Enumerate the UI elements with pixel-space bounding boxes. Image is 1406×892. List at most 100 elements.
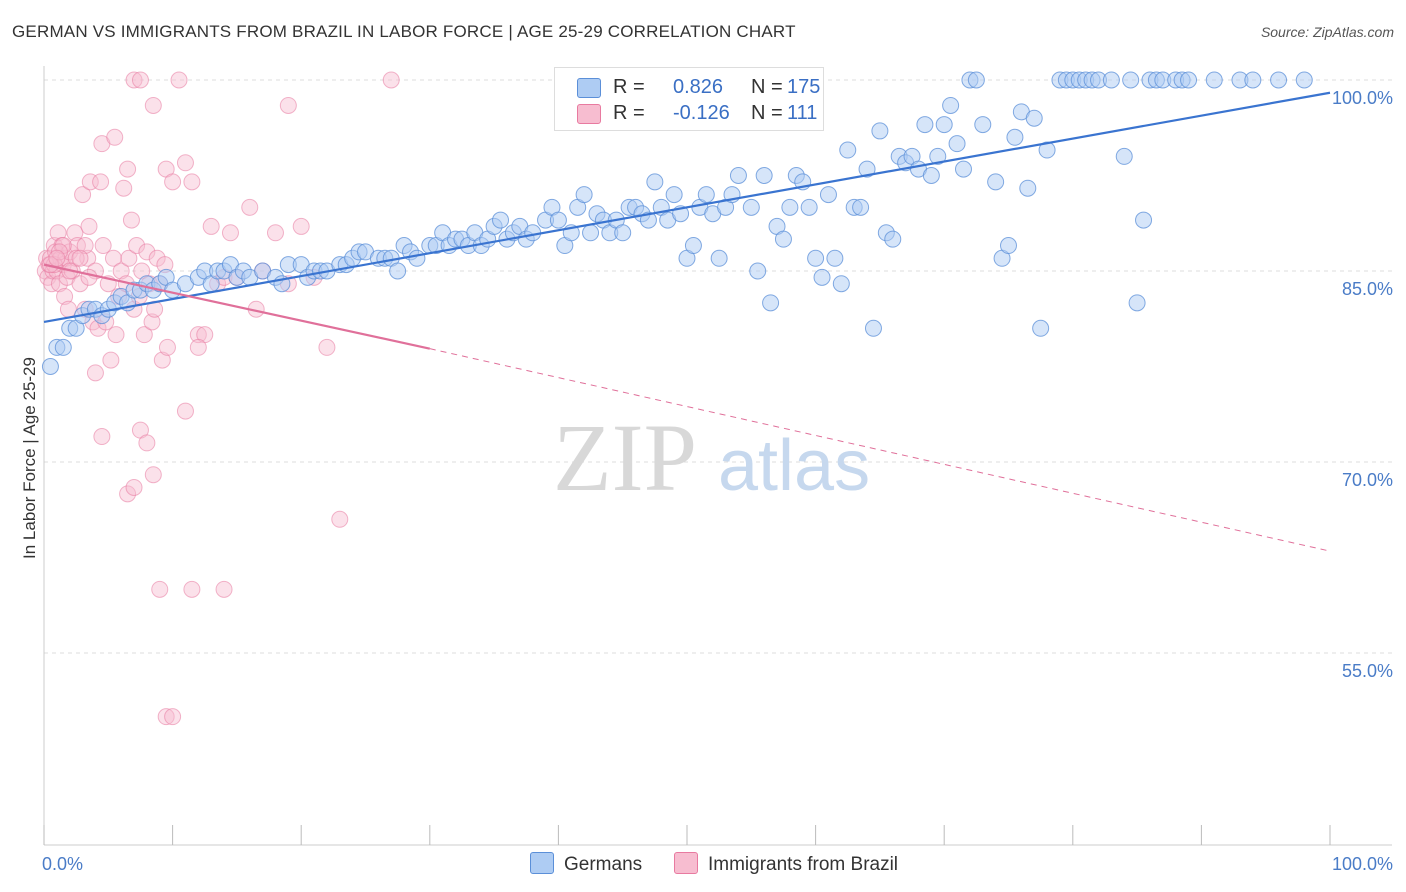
germans-point (549, 211, 567, 229)
germans-point (1295, 71, 1313, 89)
germans-point (813, 268, 831, 286)
germans-point (762, 294, 780, 312)
germans-point (755, 167, 773, 184)
y-tick-label: 100.0% (1332, 88, 1393, 108)
germans-point (858, 160, 876, 178)
germans-point (967, 71, 985, 89)
brazil-point (119, 485, 137, 503)
legend-n-label: N = (751, 102, 783, 124)
legend-swatch-germans (530, 852, 554, 874)
brazil-point (80, 268, 98, 286)
watermark-atlas: atlas (718, 426, 870, 506)
germans-point (852, 198, 870, 216)
brazil-point (266, 224, 284, 242)
germans-point (697, 186, 715, 204)
germans-point (954, 160, 972, 178)
chart-title: GERMAN VS IMMIGRANTS FROM BRAZIL IN LABO… (12, 22, 796, 41)
brazil-point (112, 262, 130, 280)
brazil-point (170, 71, 188, 89)
legend-r-value: 0.826 (673, 76, 724, 98)
germans-point (839, 141, 857, 159)
brazil-point (119, 160, 137, 178)
germans-point (929, 147, 947, 165)
brazil-point (86, 364, 104, 382)
germans-point (1270, 71, 1288, 89)
germans-point (916, 116, 934, 134)
germans-point (935, 116, 953, 134)
brazil-point (93, 428, 111, 446)
germans-point (710, 249, 728, 267)
germans-point (408, 249, 426, 267)
legend-swatch-brazil (674, 852, 698, 874)
germans-point (729, 167, 747, 184)
brazil-point (125, 478, 143, 496)
y-tick-label: 85.0% (1342, 279, 1393, 299)
brazil-point (202, 217, 220, 235)
brazil-point (183, 173, 201, 191)
brazil-point (128, 237, 146, 255)
brazil-point (106, 128, 124, 146)
brazil-point (76, 237, 94, 255)
germans-point (1000, 237, 1017, 255)
x-tick-label-right: 100.0% (1332, 854, 1393, 874)
trend-lines (43, 91, 1331, 552)
x-tick-label-left: 0.0% (42, 854, 83, 874)
germans-point (41, 358, 59, 375)
germans-point (1122, 71, 1140, 89)
stats-legend: R = 0.826 N = 175 R = -0.126 N = 111 (554, 67, 824, 131)
germans-point (1115, 147, 1133, 165)
brazil-point (59, 300, 77, 318)
brazil-point (241, 198, 259, 216)
brazil-point (164, 708, 182, 726)
grid-lines (44, 79, 1392, 654)
brazil-point (48, 249, 66, 267)
germans-point (832, 275, 850, 293)
legend-label-brazil: Immigrants from Brazil (708, 854, 899, 875)
brazil-point (183, 580, 201, 598)
legend-swatch-brazil (577, 104, 601, 124)
germans-point (819, 186, 837, 204)
brazil-point (49, 224, 67, 242)
brazil-point (144, 466, 162, 484)
germans-point (774, 230, 792, 248)
germans-point (871, 122, 889, 140)
germans-point (974, 116, 992, 134)
germans-point (1102, 71, 1120, 89)
germans-point (684, 237, 702, 255)
germans-point (781, 198, 799, 216)
brazil-point (80, 217, 98, 235)
brazil-point (176, 402, 194, 420)
germans-point (614, 224, 632, 242)
brazil-point (292, 217, 310, 235)
legend-item-brazil[interactable]: Immigrants from Brazil (674, 852, 898, 876)
germans-point (942, 96, 960, 114)
germans-point (1006, 128, 1024, 146)
brazil-point (41, 256, 59, 274)
tick-labels: 100.0% 85.0% 70.0% 55.0% 0.0% 100.0% (42, 88, 1393, 874)
germans-point (1025, 109, 1043, 127)
brazil-point (122, 211, 140, 229)
legend-n-value: 111 (787, 102, 818, 124)
brazil-point (71, 275, 89, 293)
brazil-point (135, 326, 153, 344)
brazil-point (138, 243, 156, 261)
germans-point (742, 198, 760, 216)
germans-point (1135, 211, 1153, 229)
brazil-point (189, 338, 207, 356)
brazil-point (153, 351, 171, 369)
germans-point (1180, 71, 1198, 89)
germans-point (646, 173, 664, 191)
germans-point (492, 211, 510, 229)
germans-point (1032, 319, 1050, 337)
source-label: Source: ZipAtlas.com (1260, 24, 1394, 40)
brazil-point (81, 173, 99, 191)
legend-item-germans[interactable]: Germans (530, 852, 642, 876)
brazil-point (176, 154, 194, 172)
legend-r-label: R = (613, 76, 645, 98)
brazil-point (158, 338, 176, 356)
germans-point (54, 338, 72, 356)
brazil-point (189, 326, 207, 344)
germans-point (807, 249, 825, 267)
brazil-point (102, 351, 120, 369)
